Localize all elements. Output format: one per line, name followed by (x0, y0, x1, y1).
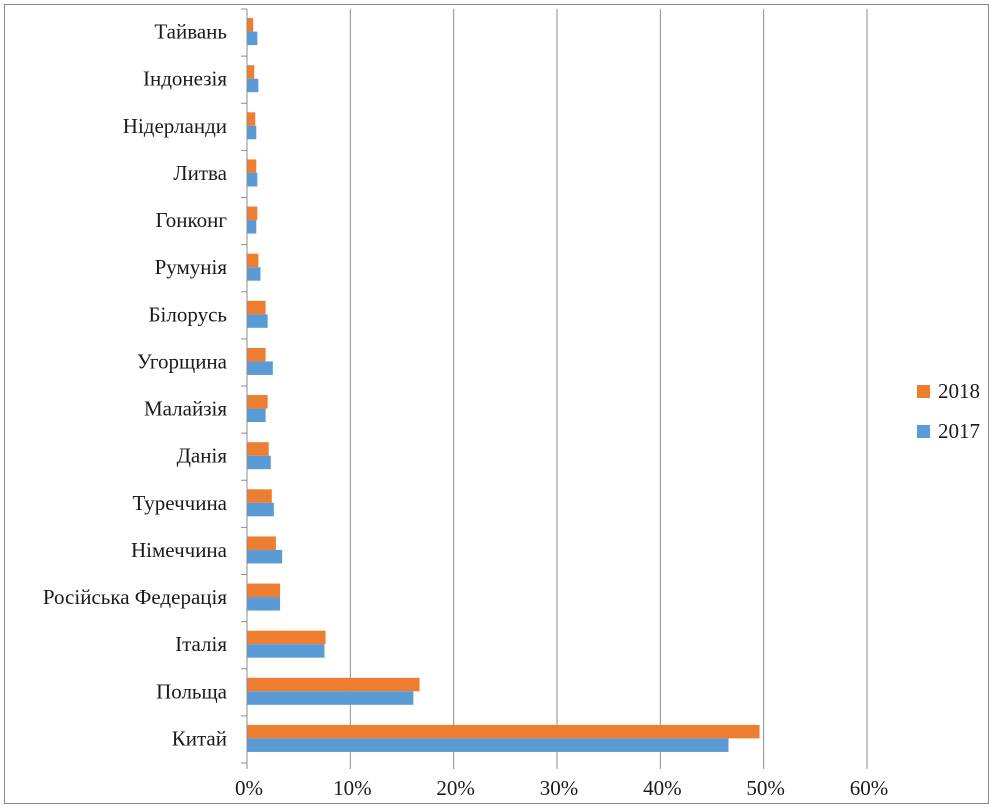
category-label: Китай (172, 726, 227, 750)
bar-2018-13 (247, 112, 256, 126)
category-label: Данія (177, 444, 228, 468)
category-labels: Китай Польща Італія Російська Федерація Німе… (43, 20, 228, 751)
legend-swatch-2017 (917, 425, 930, 438)
bar-2018-15 (247, 18, 254, 32)
bar-2017-6 (247, 455, 271, 470)
x-tick-label: 40% (643, 776, 682, 800)
bar-2018-4 (247, 536, 276, 550)
bar-2017-10 (247, 267, 261, 281)
bar-2018-1 (247, 677, 420, 692)
category-label: Італія (175, 632, 227, 656)
bar-2017-12 (247, 172, 258, 187)
bar-2018-3 (247, 583, 281, 598)
bar-2017-1 (247, 691, 414, 705)
category-label: Малайзія (144, 397, 227, 421)
bar-2017-15 (247, 31, 258, 46)
category-label: Угорщина (137, 349, 228, 373)
bar-2018-0 (247, 724, 760, 739)
legend-label-2018: 2018 (938, 379, 980, 403)
x-tick-label: 20% (436, 776, 475, 800)
legend-swatch-2018 (917, 385, 930, 398)
chart-svg: Китай Польща Італія Російська Федерація Німе… (43, 8, 980, 800)
bar-2017-14 (247, 78, 259, 93)
bar-2018-6 (247, 442, 269, 456)
legend-label-2017: 2017 (938, 419, 980, 443)
category-label: Індонезія (143, 67, 227, 91)
bar-2017-4 (247, 549, 283, 564)
category-label: Литва (173, 161, 227, 185)
bar-2018-5 (247, 489, 272, 503)
chart-frame: Китай Польща Італія Російська Федерація Німе… (4, 4, 989, 804)
bar-2018-10 (247, 253, 259, 268)
bar-2017-0 (247, 738, 729, 752)
tick-labels: 0% 10% 20% 30% 40% 50% 60% (235, 776, 888, 800)
category-label: Гонконг (155, 208, 227, 232)
bar-2017-3 (247, 597, 281, 611)
x-tick-label: 60% (850, 776, 889, 800)
axis-layer (241, 8, 868, 769)
category-label: Туреччина (133, 491, 228, 515)
bar-2017-11 (247, 220, 257, 234)
category-label: Тайвань (154, 20, 227, 44)
bar-2018-2 (247, 630, 326, 645)
category-label: Німеччина (131, 538, 228, 562)
category-label: Польща (156, 679, 228, 703)
category-label: Російська Федерація (43, 585, 227, 609)
x-tick-label: 0% (235, 776, 263, 800)
bar-2017-2 (247, 644, 325, 658)
bar-2018-8 (247, 347, 266, 362)
bar-2017-7 (247, 408, 266, 423)
category-label: Білорусь (149, 302, 228, 326)
bar-2017-13 (247, 125, 257, 140)
legend: 2018 2017 (917, 379, 980, 443)
x-tick-label: 10% (333, 776, 372, 800)
category-label: Румунія (155, 255, 228, 279)
x-tick-label: 30% (540, 776, 579, 800)
bar-2017-9 (247, 314, 268, 328)
bars-layer (247, 18, 760, 752)
category-label: Нідерланди (123, 114, 227, 138)
x-tick-label: 50% (746, 776, 785, 800)
bar-2018-7 (247, 395, 268, 409)
bar-2017-8 (247, 361, 273, 375)
bar-2018-11 (247, 206, 258, 221)
bar-2018-9 (247, 300, 266, 315)
bar-2018-12 (247, 159, 257, 173)
bar-2017-5 (247, 502, 274, 517)
grid-layer (349, 9, 868, 763)
bar-2018-14 (247, 65, 255, 79)
